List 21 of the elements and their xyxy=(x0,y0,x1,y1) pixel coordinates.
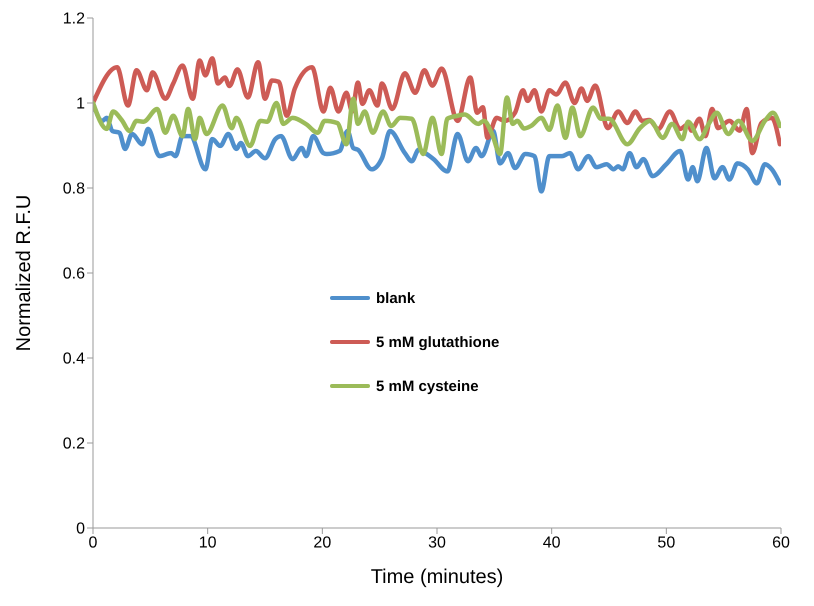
y-tick-label: 0.2 xyxy=(62,436,86,453)
x-tick-label: 60 xyxy=(772,534,790,552)
line-series xyxy=(93,95,781,156)
legend-label: blank xyxy=(376,290,416,306)
x-tick-label: 0 xyxy=(88,534,98,552)
line-series xyxy=(93,56,781,156)
y-axis-title: Normalized R.F.U xyxy=(13,194,36,352)
x-tick-label: 50 xyxy=(657,534,676,552)
x-tick-label: 30 xyxy=(428,534,446,552)
legend-label: 5 mM cysteine xyxy=(376,378,479,394)
x-tick-label: 10 xyxy=(198,534,217,552)
x-tick-label: 20 xyxy=(313,534,332,552)
y-tick-label: 1.2 xyxy=(62,10,86,28)
y-tick-label: 1 xyxy=(76,96,86,113)
y-tick-label: 0.6 xyxy=(62,266,86,283)
x-axis-title: Time (minutes) xyxy=(370,566,504,588)
y-tick-label: 0 xyxy=(76,520,86,538)
y-tick-label: 0.8 xyxy=(62,180,86,198)
legend-label: 5 mM glutathione xyxy=(376,334,500,350)
x-tick-label: 40 xyxy=(542,534,561,552)
y-tick-label: 0.4 xyxy=(62,350,86,368)
